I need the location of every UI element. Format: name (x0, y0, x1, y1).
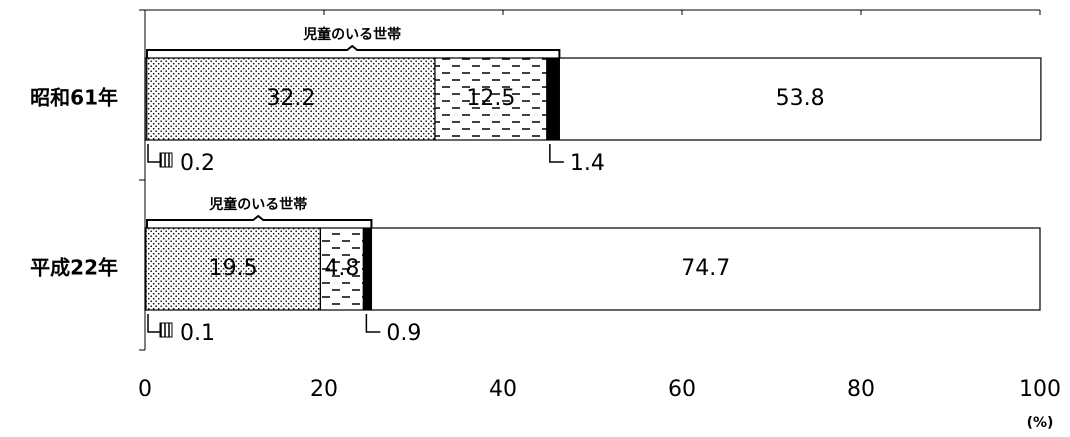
value-label: 74.7 (681, 256, 730, 281)
legend-swatch (159, 322, 173, 338)
leader-line (147, 314, 162, 333)
bar-segment (546, 57, 560, 141)
value-label: 1.4 (570, 151, 605, 176)
value-label: 12.5 (466, 86, 515, 111)
annotation: 児童のいる世帯 (208, 196, 307, 213)
bracket (146, 214, 373, 228)
x-tick-label: 40 (489, 377, 517, 402)
category-label: 平成22年 (30, 256, 118, 280)
x-tick-label: 80 (847, 377, 875, 402)
legend-swatch (159, 152, 173, 168)
x-tick-label: 0 (138, 377, 152, 402)
value-label: 0.1 (180, 321, 215, 346)
bar-segment (370, 227, 1041, 311)
x-axis-unit: (%) (1027, 415, 1054, 431)
bracket (146, 44, 561, 58)
x-tick-label: 20 (310, 377, 338, 402)
value-label: 0.9 (386, 321, 421, 346)
bar-segment (362, 227, 373, 311)
bar-segment (434, 57, 548, 141)
value-label: 32.2 (266, 86, 315, 111)
annotation: 児童のいる世帯 (302, 26, 401, 43)
bar-segment (145, 227, 322, 311)
x-tick-label: 60 (668, 377, 696, 402)
leader-line (147, 144, 162, 163)
bar-segment (558, 57, 1042, 141)
value-label: 4.8 (324, 256, 359, 281)
category-label: 昭和61年 (30, 86, 118, 110)
leader-line (365, 314, 381, 333)
value-label: 0.2 (180, 151, 215, 176)
value-label: 19.5 (209, 256, 258, 281)
leader-line (549, 144, 564, 163)
bar-segment (146, 57, 436, 141)
bar-segment (319, 227, 364, 311)
x-tick-label: 100 (1019, 377, 1061, 402)
value-label: 53.8 (776, 86, 825, 111)
